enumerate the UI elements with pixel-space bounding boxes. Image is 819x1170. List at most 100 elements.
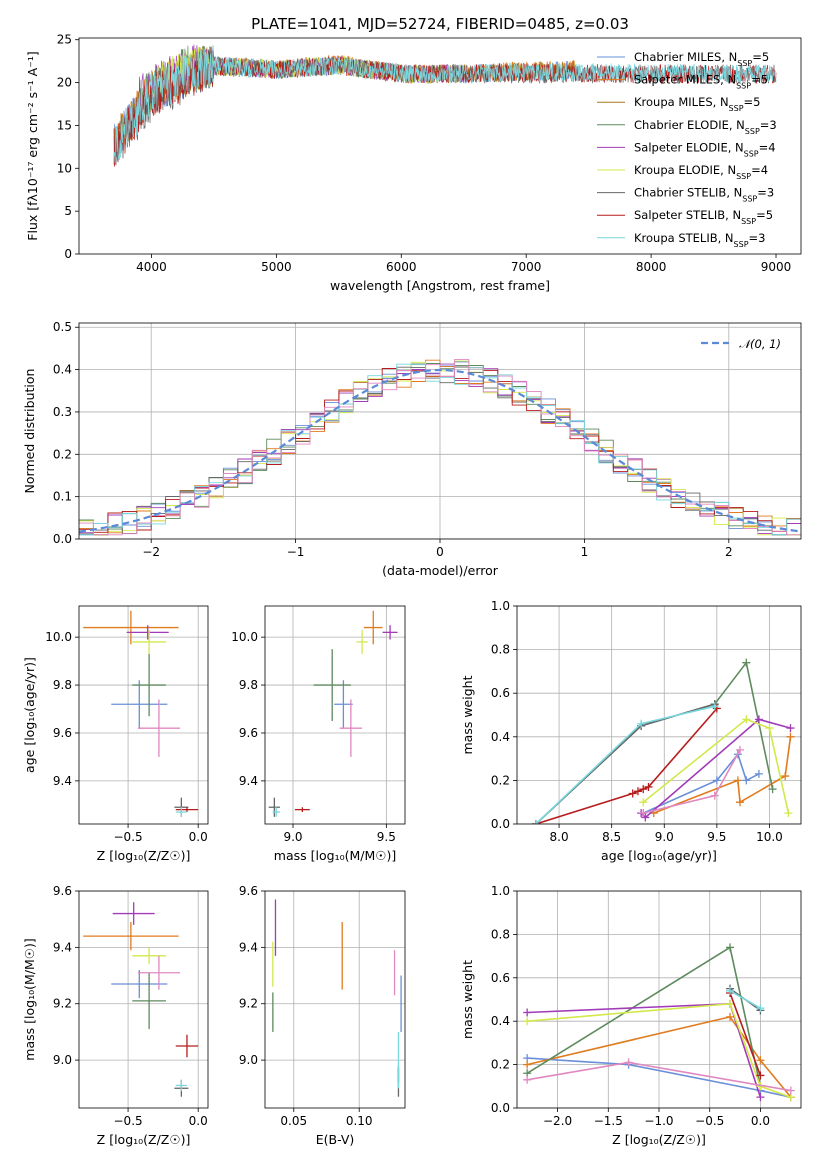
x-tick-label: 0.05	[280, 1114, 307, 1128]
y-tick-label: 10.0	[231, 630, 258, 644]
y-tick-label: 9.8	[53, 678, 72, 692]
y-tick-label: 0.4	[53, 363, 72, 377]
weight-marker	[756, 1004, 765, 1013]
y-axis-label: mass weight	[460, 960, 475, 1039]
y-tick-label: 20	[57, 76, 72, 90]
legend-label: Kroupa MILES, NSSP=5	[634, 95, 760, 113]
y-tick-label: 0.4	[491, 730, 510, 744]
x-tick-label: 9.5	[377, 830, 396, 844]
y-tick-label: 0.6	[491, 971, 510, 985]
weight-marker	[639, 809, 648, 818]
legend-label-suffix: =4	[759, 140, 776, 154]
legend-label: Salpeter ELODIE, NSSP=4	[634, 140, 776, 158]
legend-label: Kroupa STELIB, NSSP=3	[634, 231, 765, 249]
x-tick-label: 9000	[761, 260, 792, 274]
legend-label-suffix: =5	[756, 208, 773, 222]
weight-marker	[726, 999, 734, 1008]
y-tick-label: 9.4	[53, 774, 72, 788]
y-tick-label: 9.4	[53, 940, 72, 954]
weight-line-9	[643, 749, 741, 814]
x-tick-label: 8000	[636, 260, 667, 274]
x-axis-label: Z [log₁₀(Z/Z☉)]	[97, 848, 191, 863]
panel-5: 8.0 8.5 9.0 9.5 10.0 0.0 0.2 0.4 0.6 0.8 1.0 age [l…	[460, 599, 802, 863]
axes-frame	[516, 890, 802, 1109]
y-tick-label: 9.6	[53, 884, 72, 898]
x-axis-label: mass [log₁₀(M/M☉)]	[274, 848, 396, 863]
legend-label-suffix: =3	[757, 186, 774, 200]
legend-label: Kroupa ELODIE, NSSP=4	[634, 163, 768, 181]
x-tick-label: 1	[581, 545, 589, 559]
weight-marker	[633, 787, 642, 796]
legend-label-suffix: =3	[749, 231, 766, 245]
y-tick-label: 9.6	[53, 726, 72, 740]
y-axis-label: Flux [fλ10⁻¹⁷ erg cm⁻² s⁻¹ A⁻¹]	[25, 51, 40, 240]
axes-frame	[516, 605, 802, 825]
x-tick-label: −1	[287, 545, 305, 559]
legend-label-suffix: =5	[751, 73, 768, 87]
x-tick-label: 7000	[511, 260, 542, 274]
x-axis-label: wavelength [Angstrom, rest frame]	[330, 278, 550, 293]
panel-6: −0.5 0.0 9.0 9.2 9.4 9.6 Z [log₁₀(Z/Z☉)] mass […	[22, 884, 209, 1147]
weight-marker	[639, 785, 648, 794]
weight-line-7	[729, 992, 762, 1076]
x-tick-label: 4000	[136, 260, 167, 274]
weight-marker	[733, 776, 742, 785]
weight-marker	[726, 1012, 734, 1021]
panel-8: −2.0 −1.5 −1.0 −0.5 0.0 0.0 0.2 0.4 0.6 0.8 1.0 Z […	[460, 884, 802, 1147]
weight-line-2	[526, 1015, 792, 1098]
x-tick-label: 8.5	[602, 830, 621, 844]
y-tick-label: 9.4	[239, 774, 258, 788]
weight-marker	[726, 943, 734, 952]
y-tick-label: 9.6	[239, 884, 258, 898]
weight-marker	[784, 809, 793, 818]
weight-line-1	[527, 1057, 792, 1098]
y-tick-label: 9.2	[239, 997, 258, 1011]
plot-area	[79, 891, 208, 1108]
x-tick-label: −2	[142, 545, 160, 559]
y-axis-label: mass weight	[460, 675, 475, 754]
x-tick-label: −1.5	[594, 1114, 623, 1128]
axes-frame	[78, 37, 802, 255]
x-tick-label: 10.0	[756, 830, 783, 844]
x-tick-label: 0.0	[189, 1114, 208, 1128]
y-tick-label: 0.8	[491, 927, 510, 941]
y-tick-label: 1.0	[491, 884, 510, 898]
weight-marker	[710, 791, 719, 800]
legend-label: Chabrier STELIB, NSSP=3	[634, 186, 774, 204]
plot-area	[517, 891, 801, 1108]
weight-line-3	[535, 660, 774, 824]
y-tick-label: 9.2	[53, 997, 72, 1011]
axes-frame	[264, 605, 406, 825]
axes-frame	[78, 322, 802, 540]
y-tick-label: 0.1	[53, 490, 72, 504]
weight-line-6	[535, 703, 715, 824]
weight-marker	[523, 1060, 532, 1069]
weight-marker	[786, 724, 795, 733]
legend-label-suffix: =5	[752, 50, 769, 64]
weight-marker	[786, 732, 795, 741]
y-tick-label: 0.2	[53, 447, 72, 461]
y-tick-label: 0.2	[491, 1058, 510, 1072]
weight-line-8	[729, 990, 761, 1009]
x-tick-label: 9.0	[283, 830, 302, 844]
weight-line-7	[535, 707, 718, 824]
x-axis-label: E(B-V)	[316, 1132, 355, 1147]
x-tick-label: 6000	[386, 260, 417, 274]
y-tick-label: 25	[57, 33, 72, 47]
weight-marker	[523, 1075, 532, 1084]
y-tick-label: 15	[57, 118, 72, 132]
panels: 4000 5000 6000 7000 8000 90000510152025wavele…	[22, 33, 802, 1147]
weight-marker	[742, 658, 751, 667]
y-tick-label: 9.0	[53, 1053, 72, 1067]
weight-marker	[637, 719, 646, 728]
weight-marker	[786, 1086, 795, 1095]
x-tick-label: 0.0	[189, 830, 208, 844]
legend-label-suffix: =4	[751, 163, 768, 177]
weight-marker	[726, 986, 734, 995]
legend-label-sub: SSP	[736, 81, 751, 90]
legend-label-sub: SSP	[744, 149, 759, 158]
x-axis-label: Z [log₁₀(Z/Z☉)]	[612, 1132, 706, 1147]
x-tick-label: −1.0	[644, 1114, 673, 1128]
weight-marker	[781, 772, 790, 781]
